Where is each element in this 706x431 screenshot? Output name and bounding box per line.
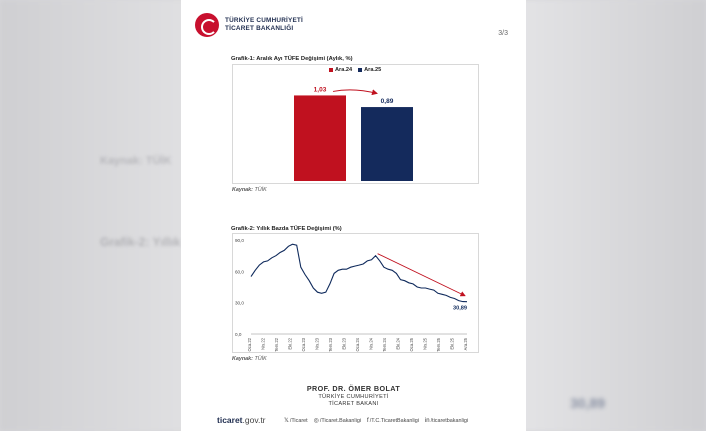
downtrend-arrow xyxy=(377,253,466,297)
chart2-source: Kaynak: TÜİK xyxy=(232,356,267,362)
chart1-legend: Ara.24 Ara.25 xyxy=(329,67,381,73)
x-tick-label: Ara.25 xyxy=(463,337,468,350)
x-icon: 𝕏 xyxy=(284,418,289,424)
legend-label: Ara.24 xyxy=(335,67,353,73)
signatory-title-1: TÜRKİYE CUMHURİYETİ xyxy=(318,394,389,400)
footer-brand-bold: ticaret xyxy=(217,415,243,425)
y-tick-label: 60,0 xyxy=(235,269,244,274)
x-tick-label: Nis.24 xyxy=(369,337,374,350)
page-number: 3/3 xyxy=(498,30,508,37)
social-link[interactable]: f/T.C.TicaretBakanligi xyxy=(367,417,419,424)
bar-Ara.24 xyxy=(294,95,346,181)
background-ghost-text: Kaynak: TÜİK xyxy=(100,155,172,167)
y-tick-label: 90,0 xyxy=(235,238,244,243)
source-label: Kaynak: xyxy=(232,356,253,362)
brand-line-1: TÜRKİYE CUMHURİYETİ xyxy=(225,17,304,24)
footer-website-link[interactable]: ticaret.gov.tr xyxy=(217,415,266,425)
social-link-label: /Ticaret xyxy=(289,417,308,424)
x-tick-label: Oca.22 xyxy=(247,337,252,351)
chart1-title: Grafik-1: Aralık Ayı TÜFE Değişimi (Aylı… xyxy=(231,56,353,62)
legend-swatch xyxy=(329,68,333,72)
background-ghost-value: 30,89 xyxy=(570,395,606,411)
ministry-logo-icon xyxy=(195,13,219,37)
legend-label: Ara.25 xyxy=(364,67,382,73)
decrease-arrow xyxy=(332,89,378,96)
chart1-source: Kaynak: TÜİK xyxy=(232,187,267,193)
linkedin-icon: in xyxy=(424,417,430,424)
x-tick-label: Oca.23 xyxy=(301,337,306,351)
social-link[interactable]: in/ticaretbakanligi xyxy=(425,417,468,424)
source-label: Kaynak: xyxy=(232,187,253,193)
x-tick-label: Nis.25 xyxy=(423,337,428,350)
social-link[interactable]: ◎/Ticaret.Bakanligi xyxy=(313,417,362,425)
x-tick-label: Tem.25 xyxy=(436,337,441,351)
x-tick-label: Nis.23 xyxy=(315,337,320,350)
social-link[interactable]: 𝕏/Ticaret xyxy=(284,417,308,425)
bar-value-label: 1,03 xyxy=(314,86,327,93)
brand-line-2: TİCARET BAKANLIĞI xyxy=(225,25,294,32)
chart2-title: Grafik-2: Yıllık Bazda TÜFE Değişimi (%) xyxy=(231,226,342,232)
x-tick-label: Tem.23 xyxy=(328,337,333,351)
instagram-icon: ◎ xyxy=(313,418,319,424)
end-value-label: 30,89 xyxy=(453,306,467,312)
legend-swatch xyxy=(358,68,363,72)
x-tick-label: Oca.25 xyxy=(409,337,414,351)
social-link-label: /ticaretbakanligi xyxy=(430,417,469,424)
x-tick-label: Eki.22 xyxy=(288,337,293,349)
document-page: TÜRKİYE CUMHURİYETİ TİCARET BAKANLIĞI 3/… xyxy=(181,0,526,431)
line-chart: 0,0 30,0 60,0 90,0 Oca.22 Nis.22 Tem.22 Eki.22 O… xyxy=(235,238,468,352)
bar-value-label: 0,89 xyxy=(381,98,394,105)
chart2-frame: 0,0 30,0 60,0 90,0 Oca.22 Nis.22 Tem.22 Eki.22 O… xyxy=(232,233,479,353)
cpi-line-series xyxy=(250,243,468,303)
legend-item-ara25: Ara.25 xyxy=(358,67,381,73)
background-ghost-text: Grafik-2: Yıllık xyxy=(100,235,181,249)
source-value: TÜİK xyxy=(254,187,267,193)
x-tick-label: Eki.25 xyxy=(450,337,455,349)
y-tick-label: 30,0 xyxy=(235,301,244,306)
y-tick-label: 0,0 xyxy=(235,332,242,337)
legend-item-ara24: Ara.24 xyxy=(329,67,352,73)
x-tick-label: Oca.24 xyxy=(355,337,360,351)
chart1-frame: 1,03 0,89 xyxy=(232,64,479,184)
x-tick-label: Eki.23 xyxy=(342,337,347,349)
facebook-icon: f xyxy=(367,417,369,424)
x-tick-label: Eki.24 xyxy=(396,337,401,349)
signatory-title-2: TİCARET BAKANI xyxy=(328,401,379,407)
bar-chart: 1,03 0,89 xyxy=(294,86,413,181)
source-value: TÜİK xyxy=(254,356,267,362)
footer-brand-domain: .gov.tr xyxy=(242,415,266,425)
social-links: 𝕏/Ticaret ◎/Ticaret.Bakanligi f/T.C.Ticare… xyxy=(284,417,468,425)
signatory-name: PROF. DR. ÖMER BOLAT xyxy=(306,384,401,393)
bar-Ara.25 xyxy=(361,107,413,181)
x-tick-label: Nis.22 xyxy=(261,337,266,350)
x-tick-label: Tem.22 xyxy=(274,337,279,351)
social-link-label: /Ticaret.Bakanligi xyxy=(319,417,362,424)
social-link-label: /T.C.TicaretBakanligi xyxy=(369,417,419,424)
x-tick-label: Tem.24 xyxy=(382,337,387,351)
